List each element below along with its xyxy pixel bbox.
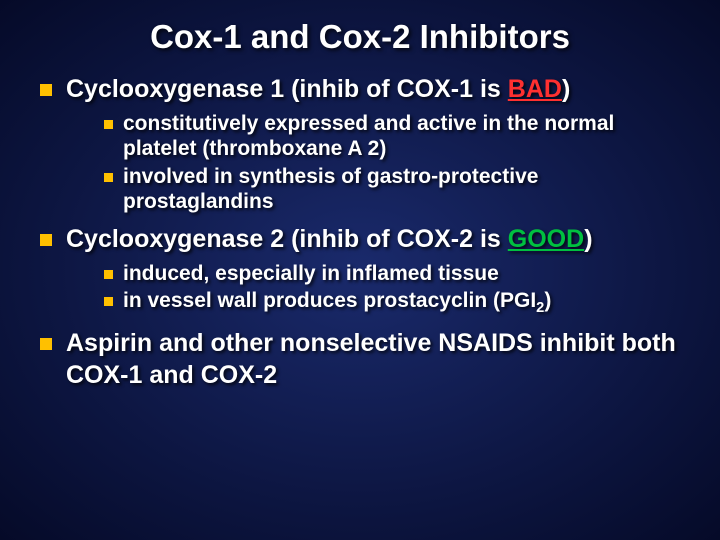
bullet-level2: constitutively expressed and active in t… — [104, 111, 680, 161]
level1-text: Cyclooxygenase 2 (inhib of COX-2 is GOOD… — [66, 224, 593, 255]
level1-text: Cyclooxygenase 1 (inhib of COX-1 is BAD) — [66, 74, 570, 105]
level2-text: constitutively expressed and active in t… — [123, 111, 680, 161]
square-bullet-icon — [104, 120, 113, 129]
square-bullet-icon — [40, 338, 52, 350]
square-bullet-icon — [104, 173, 113, 182]
square-bullet-icon — [40, 234, 52, 246]
slide-container: Cox-1 and Cox-2 Inhibitors Cyclooxygenas… — [0, 0, 720, 540]
square-bullet-icon — [104, 297, 113, 306]
level2-text: in vessel wall produces prostacyclin (PG… — [123, 288, 551, 318]
level2-text: induced, especially in inflamed tissue — [123, 261, 499, 286]
bullet-level1: Aspirin and other nonselective NSAIDS in… — [40, 328, 680, 391]
section1-suffix: ) — [562, 75, 570, 103]
section2-prefix: Cyclooxygenase 2 (inhib of COX-2 is — [66, 225, 508, 253]
good-highlight: GOOD — [508, 225, 584, 253]
bad-highlight: BAD — [508, 75, 562, 103]
bullet-level2: in vessel wall produces prostacyclin (PG… — [104, 288, 680, 318]
level2-text: involved in synthesis of gastro-protecti… — [123, 164, 680, 214]
section2-suffix: ) — [584, 225, 592, 253]
square-bullet-icon — [40, 84, 52, 96]
bullet-level2: induced, especially in inflamed tissue — [104, 261, 680, 286]
slide-title: Cox-1 and Cox-2 Inhibitors — [40, 18, 680, 56]
sub2a: in vessel wall produces prostacyclin (PG… — [123, 289, 536, 312]
bullet-level1: Cyclooxygenase 1 (inhib of COX-1 is BAD) — [40, 74, 680, 105]
level1-text: Aspirin and other nonselective NSAIDS in… — [66, 328, 680, 391]
bullet-level1: Cyclooxygenase 2 (inhib of COX-2 is GOOD… — [40, 224, 680, 255]
section1-prefix: Cyclooxygenase 1 (inhib of COX-1 is — [66, 75, 508, 103]
bullet-level2: involved in synthesis of gastro-protecti… — [104, 164, 680, 214]
sub2b: ) — [544, 289, 551, 312]
square-bullet-icon — [104, 270, 113, 279]
